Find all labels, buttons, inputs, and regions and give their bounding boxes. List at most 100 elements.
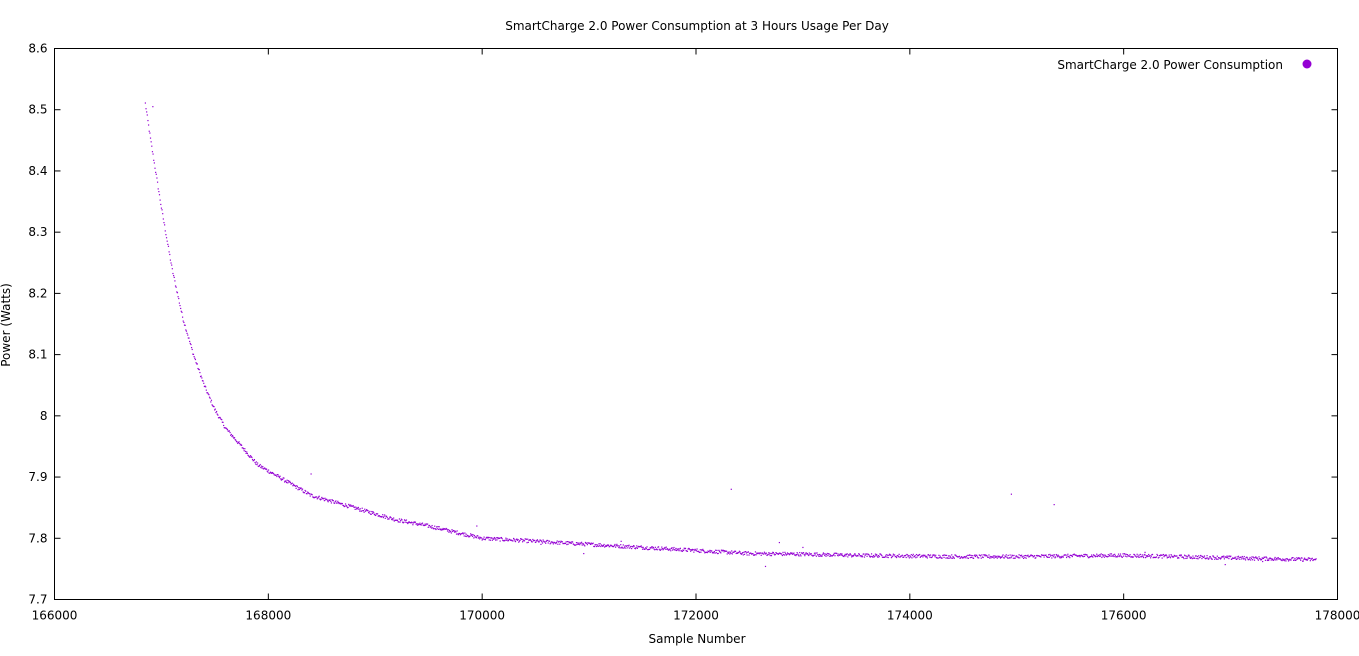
data-point <box>433 527 435 530</box>
y-tick-label: 8 <box>40 409 48 423</box>
data-point <box>287 482 289 484</box>
data-point <box>560 540 562 542</box>
data-point <box>617 545 619 547</box>
data-point <box>344 505 346 507</box>
legend: SmartCharge 2.0 Power Consumption <box>1057 58 1312 72</box>
outlier-point <box>152 106 154 108</box>
data-point <box>1231 558 1233 560</box>
data-point <box>552 543 554 545</box>
data-point <box>1126 554 1129 556</box>
data-point <box>745 552 748 554</box>
data-point <box>960 556 962 558</box>
data-point <box>847 554 850 556</box>
data-point <box>1178 557 1180 559</box>
data-point <box>548 540 550 542</box>
data-point <box>921 554 923 556</box>
data-point <box>1070 554 1072 557</box>
data-point <box>946 554 948 556</box>
data-point <box>1133 553 1135 556</box>
data-point <box>405 519 408 521</box>
data-point <box>1027 554 1029 556</box>
data-point <box>749 552 751 554</box>
data-point <box>925 556 927 558</box>
data-point <box>593 545 596 548</box>
data-point <box>1098 555 1100 557</box>
data-point <box>1132 556 1134 558</box>
data-point <box>1152 557 1154 559</box>
data-point <box>419 522 421 524</box>
data-point <box>1111 555 1113 557</box>
data-point <box>403 521 405 523</box>
data-point <box>385 515 388 517</box>
data-point <box>685 550 687 552</box>
data-point <box>296 486 299 488</box>
data-point <box>1212 555 1214 557</box>
data-point <box>173 275 175 277</box>
data-point <box>953 557 955 559</box>
data-point <box>551 541 553 543</box>
data-point <box>469 535 471 537</box>
data-point <box>298 487 300 489</box>
data-point <box>592 542 594 544</box>
data-point <box>619 547 621 549</box>
data-point <box>581 544 583 546</box>
data-point <box>621 546 623 548</box>
data-point <box>1214 558 1216 560</box>
data-point <box>1190 556 1192 558</box>
data-point <box>1153 556 1155 558</box>
data-point <box>1103 556 1106 558</box>
data-point <box>932 554 934 556</box>
data-point <box>1008 557 1010 559</box>
data-point <box>1028 556 1030 558</box>
data-point <box>768 553 771 555</box>
data-point <box>760 554 762 556</box>
data-point <box>310 493 312 495</box>
data-point <box>942 554 945 556</box>
data-point <box>427 523 429 525</box>
data-point <box>605 544 607 547</box>
data-point <box>1302 560 1304 562</box>
data-point <box>860 556 862 558</box>
data-point <box>1309 557 1311 560</box>
data-point <box>1150 557 1152 559</box>
data-point <box>1194 557 1196 559</box>
data-point <box>371 512 374 514</box>
data-point <box>1094 556 1097 558</box>
data-point <box>1042 554 1044 556</box>
data-point <box>729 553 731 555</box>
data-point <box>718 549 720 551</box>
data-point <box>1151 554 1153 556</box>
data-point <box>306 493 308 495</box>
data-point <box>811 554 813 556</box>
data-point <box>1073 553 1075 555</box>
data-point <box>434 525 436 527</box>
data-point <box>740 552 742 555</box>
data-point <box>205 389 207 391</box>
data-point <box>284 480 286 482</box>
data-point <box>266 468 268 470</box>
data-point <box>851 555 853 557</box>
data-point <box>765 553 767 555</box>
data-point <box>935 554 937 556</box>
data-point <box>657 546 659 548</box>
data-point <box>857 555 859 557</box>
data-point <box>755 554 757 556</box>
data-point <box>596 544 598 546</box>
data-point <box>534 541 537 544</box>
data-point <box>918 554 920 556</box>
data-point <box>810 553 812 555</box>
data-point <box>880 554 882 556</box>
data-point <box>1159 555 1161 557</box>
data-point <box>409 521 411 524</box>
data-point <box>369 513 372 515</box>
data-point <box>1259 558 1261 560</box>
data-point <box>612 546 614 548</box>
data-point <box>766 554 768 557</box>
data-point <box>1293 559 1295 561</box>
data-point <box>906 554 909 556</box>
data-point <box>783 553 785 556</box>
data-point <box>314 496 316 498</box>
data-point <box>655 548 657 551</box>
data-point <box>955 555 957 557</box>
data-point <box>1147 555 1149 557</box>
